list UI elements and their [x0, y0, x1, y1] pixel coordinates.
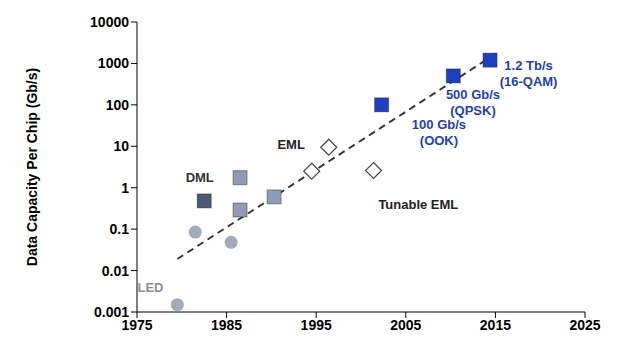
svg-text:0.001: 0.001	[94, 304, 129, 320]
svg-text:1985: 1985	[211, 317, 242, 333]
svg-text:Data Capacity Per Chip (Gb/s): Data Capacity Per Chip (Gb/s)	[24, 68, 40, 266]
svg-text:1: 1	[121, 180, 129, 196]
svg-text:1.2 Tb/s(16-QAM): 1.2 Tb/s(16-QAM)	[500, 58, 558, 89]
svg-text:10: 10	[113, 138, 129, 154]
svg-text:100 Gb/s(OOK): 100 Gb/s(OOK)	[412, 117, 466, 148]
svg-text:Tunable EML: Tunable EML	[378, 198, 458, 213]
svg-text:1975: 1975	[121, 316, 153, 333]
svg-text:2005: 2005	[390, 317, 421, 333]
svg-text:1000: 1000	[98, 55, 129, 71]
svg-text:LED: LED	[137, 281, 163, 296]
svg-text:500 Gb/s(QPSK): 500 Gb/s(QPSK)	[446, 87, 500, 118]
svg-text:2015: 2015	[480, 317, 511, 333]
svg-text:0.1: 0.1	[110, 221, 130, 237]
svg-text:100: 100	[106, 97, 130, 113]
svg-text:EML: EML	[277, 138, 305, 153]
svg-text:10000: 10000	[90, 14, 129, 30]
svg-text:2025: 2025	[569, 317, 600, 333]
svg-text:0.01: 0.01	[102, 263, 129, 279]
svg-text:DML: DML	[186, 170, 214, 185]
svg-text:1995: 1995	[301, 317, 332, 333]
